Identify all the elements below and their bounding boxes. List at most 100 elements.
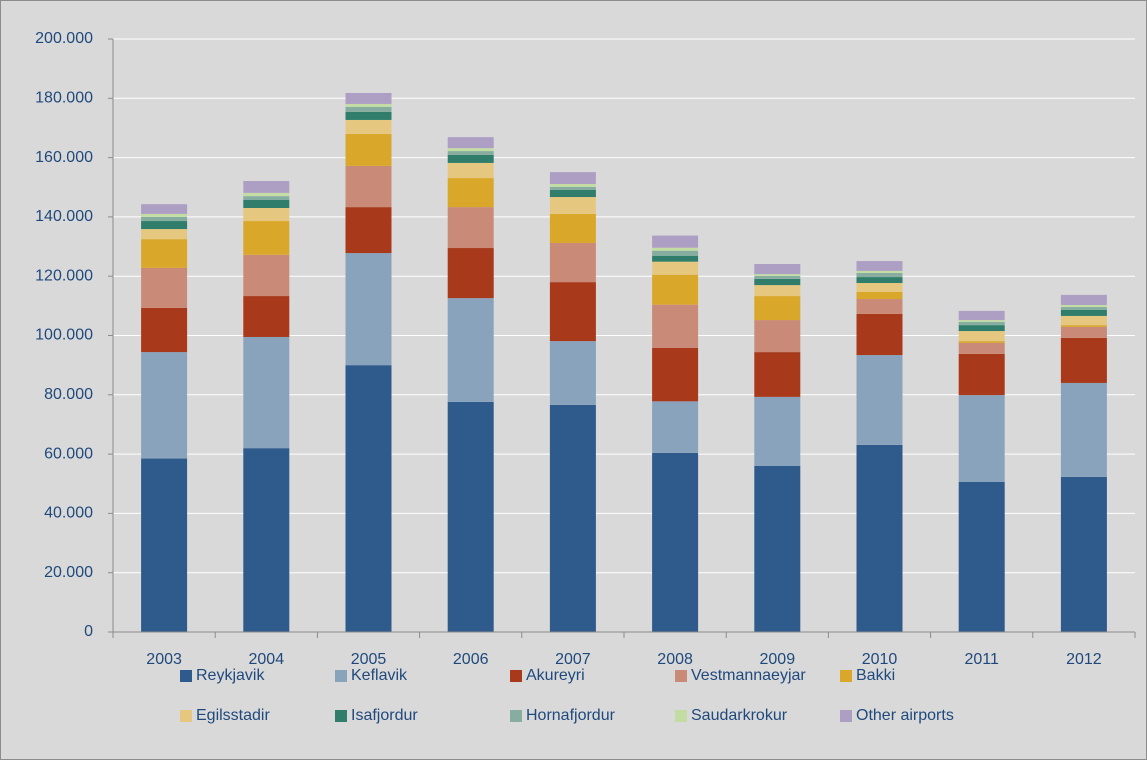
bar-segment <box>549 404 596 632</box>
legend-swatch <box>180 670 192 682</box>
bar-segment <box>243 296 290 337</box>
bar-segment <box>141 239 188 268</box>
bar-segment <box>447 178 494 208</box>
bar-segment <box>243 254 290 297</box>
bar-segment <box>141 213 188 217</box>
bar-segment <box>243 221 290 255</box>
bar-segment <box>447 298 494 402</box>
bar-segment <box>1060 294 1107 305</box>
bar-segment <box>141 307 188 353</box>
bar-segment <box>1060 337 1107 383</box>
bar-segment <box>652 247 699 251</box>
x-tick-label: 2006 <box>453 651 489 668</box>
legend-swatch <box>335 710 347 722</box>
x-tick-label: 2010 <box>862 651 898 668</box>
bar-segment <box>447 151 494 155</box>
y-tick-label: 0 <box>84 623 93 640</box>
bar-segment <box>958 341 1005 343</box>
bar-segment <box>243 192 290 197</box>
bar-segment <box>1060 315 1107 326</box>
bar-segment <box>856 291 903 300</box>
bar-segment <box>549 197 596 214</box>
bar-segment <box>549 189 596 198</box>
bar-segment <box>754 296 801 321</box>
bar-segment <box>754 264 801 275</box>
bar-segment <box>652 274 699 305</box>
bar-segment <box>1060 476 1107 632</box>
bar-segment <box>447 148 494 152</box>
y-tick-label: 20.000 <box>44 564 93 581</box>
bar-segment <box>958 310 1005 321</box>
bar-segment <box>652 235 699 248</box>
bar-segment <box>1060 304 1107 308</box>
bar-segment <box>652 452 699 632</box>
bar-segment <box>652 401 699 453</box>
bar-segment <box>345 207 392 254</box>
legend-swatch <box>335 670 347 682</box>
bar-segment <box>549 341 596 405</box>
bar-segment <box>856 299 903 314</box>
y-tick-label: 140.000 <box>35 208 93 225</box>
x-tick-label: 2005 <box>351 651 387 668</box>
x-tick-label: 2009 <box>760 651 796 668</box>
bar-segment <box>345 253 392 366</box>
legend-swatch <box>840 670 852 682</box>
bar-segment <box>1060 310 1107 316</box>
bar-segment <box>856 270 903 273</box>
y-tick-label: 120.000 <box>35 267 93 284</box>
bar-segment <box>141 267 188 308</box>
bar-segment <box>549 242 596 283</box>
legend-label: Egilsstadir <box>196 707 270 724</box>
bar-segment <box>243 208 290 222</box>
bar-segment <box>345 103 392 107</box>
bar-segment <box>652 347 699 402</box>
bar-segment <box>549 213 596 243</box>
bar-segment <box>856 444 903 632</box>
legend-label: Vestmannaeyjar <box>691 667 806 684</box>
legend-label: Reykjavik <box>196 667 265 684</box>
bar-segment <box>345 106 392 112</box>
bar-segment <box>141 229 188 240</box>
bar-segment <box>447 162 494 179</box>
bar-segment <box>549 282 596 342</box>
legend-label: Akureyri <box>526 667 585 684</box>
bar-segment <box>754 352 801 397</box>
legend-swatch <box>675 670 687 682</box>
bar-segment <box>958 325 1005 332</box>
bar-segment <box>754 274 801 276</box>
bar-segment <box>345 111 392 120</box>
bar-segment <box>754 275 801 279</box>
bar-segment <box>1060 325 1107 327</box>
legend-swatch <box>840 710 852 722</box>
legend-swatch <box>180 710 192 722</box>
y-tick-label: 180.000 <box>35 90 93 107</box>
x-tick-label: 2004 <box>249 651 285 668</box>
bar-segment <box>754 320 801 353</box>
bar-segment <box>243 336 290 449</box>
bar-segment <box>958 342 1005 354</box>
bar-segment <box>345 165 392 208</box>
legend-swatch <box>510 670 522 682</box>
y-tick-label: 80.000 <box>44 386 93 403</box>
legend-label: Keflavik <box>351 667 408 684</box>
bar-segment <box>958 481 1005 632</box>
x-tick-label: 2011 <box>964 651 999 668</box>
legend-swatch <box>510 710 522 722</box>
bar-segment <box>652 255 699 262</box>
bar-segment <box>447 207 494 249</box>
y-tick-label: 40.000 <box>44 505 93 522</box>
bar-segment <box>447 154 494 163</box>
bar-segment <box>856 283 903 292</box>
bar-segment <box>141 204 188 214</box>
bar-segment <box>652 261 699 275</box>
legend-label: Bakki <box>856 667 895 684</box>
legend-label: Hornafjordur <box>526 707 616 724</box>
legend-label: Saudarkrokur <box>691 707 788 724</box>
legend-label: Other airports <box>856 707 954 724</box>
x-tick-label: 2007 <box>555 651 591 668</box>
x-tick-label: 2012 <box>1066 651 1102 668</box>
bar-segment <box>958 321 1005 326</box>
bar-segment <box>243 448 290 632</box>
legend-swatch <box>675 710 687 722</box>
